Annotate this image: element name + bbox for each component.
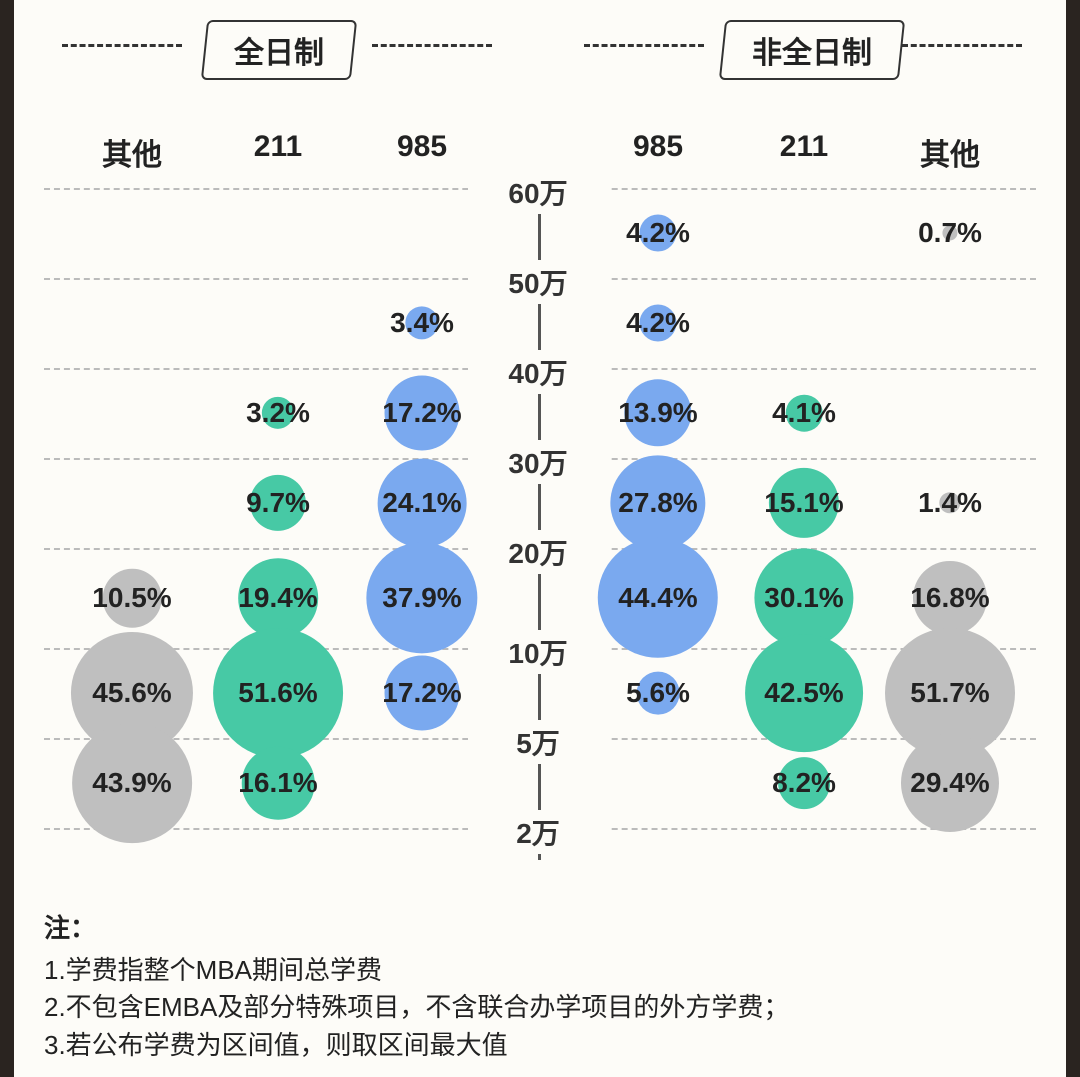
header-dash <box>584 44 704 47</box>
pct-label: 16.8% <box>910 582 989 614</box>
pct-label: 44.4% <box>618 582 697 614</box>
ytick-label: 5万 <box>468 720 608 764</box>
pct-label: 0.7% <box>918 217 982 249</box>
pct-label: 45.6% <box>92 677 171 709</box>
footnotes: 注： 1.学费指整个MBA期间总学费 2.不包含EMBA及部分特殊项目，不含联合… <box>44 910 1036 1065</box>
pct-label: 5.6% <box>626 677 690 709</box>
pct-label: 24.1% <box>382 487 461 519</box>
pct-label: 1.4% <box>918 487 982 519</box>
pct-label: 4.2% <box>626 307 690 339</box>
header-row: 全日制 非全日制 <box>14 20 1066 70</box>
pct-label: 51.7% <box>910 677 989 709</box>
column-header: 其他 <box>67 130 197 174</box>
ytick-label: 30万 <box>468 440 608 484</box>
pct-label: 4.2% <box>626 217 690 249</box>
header-dash <box>62 44 182 47</box>
pct-label: 3.4% <box>390 307 454 339</box>
title-right-text: 非全日制 <box>752 28 872 72</box>
pct-label: 42.5% <box>764 677 843 709</box>
ytick-label: 2万 <box>468 810 608 854</box>
pct-label: 13.9% <box>618 397 697 429</box>
pct-label: 30.1% <box>764 582 843 614</box>
note-1: 1.学费指整个MBA期间总学费 <box>44 952 1036 990</box>
column-header: 其他 <box>885 130 1015 174</box>
header-dash <box>902 44 1022 47</box>
pct-label: 43.9% <box>92 767 171 799</box>
pct-label: 17.2% <box>382 397 461 429</box>
ytick-label: 40万 <box>468 350 608 394</box>
pct-label: 29.4% <box>910 767 989 799</box>
pct-label: 4.1% <box>772 397 836 429</box>
title-left-text: 全日制 <box>234 28 324 72</box>
notes-title: 注： <box>44 910 1036 948</box>
column-header: 211 <box>739 130 869 164</box>
column-header: 211 <box>213 130 343 164</box>
pct-label: 19.4% <box>238 582 317 614</box>
pct-label: 3.2% <box>246 397 310 429</box>
column-header: 985 <box>357 130 487 164</box>
pct-label: 37.9% <box>382 582 461 614</box>
chart-area: 其他 211 985 985 211 其他 60万 50万 40万 30万 20万 10万 5万 2万 10… <box>14 110 1066 870</box>
ytick-label: 60万 <box>468 170 608 214</box>
ytick-label: 10万 <box>468 630 608 674</box>
ytick-label: 20万 <box>468 530 608 574</box>
pct-label: 8.2% <box>772 767 836 799</box>
pct-label: 17.2% <box>382 677 461 709</box>
title-right-badge: 非全日制 <box>719 20 905 80</box>
pct-label: 15.1% <box>764 487 843 519</box>
pct-label: 16.1% <box>238 767 317 799</box>
column-header: 985 <box>593 130 723 164</box>
note-2: 2.不包含EMBA及部分特殊项目，不含联合办学项目的外方学费； <box>44 989 1036 1027</box>
note-3: 3.若公布学费为区间值，则取区间最大值 <box>44 1027 1036 1065</box>
pct-label: 27.8% <box>618 487 697 519</box>
pct-label: 51.6% <box>238 677 317 709</box>
header-dash <box>372 44 492 47</box>
title-left-badge: 全日制 <box>201 20 357 80</box>
pct-label: 10.5% <box>92 582 171 614</box>
pct-label: 9.7% <box>246 487 310 519</box>
ytick-label: 50万 <box>468 260 608 304</box>
